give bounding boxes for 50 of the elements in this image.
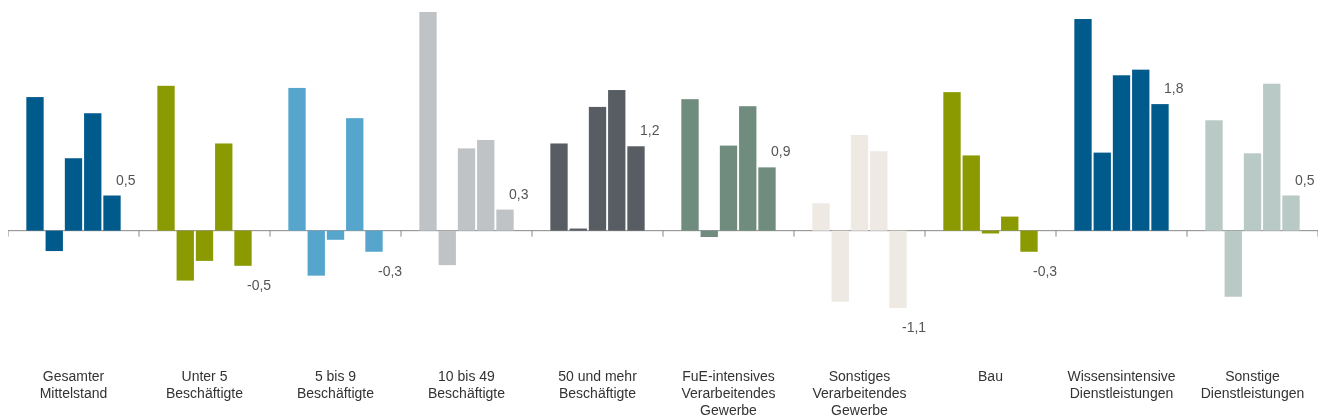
bar [870, 151, 888, 231]
bar [889, 230, 907, 308]
bar [496, 209, 514, 231]
data-label: -0,3 [1033, 262, 1058, 279]
x-tick-label: 5 bis 9 Beschäftigte [296, 368, 375, 401]
x-tick-label: Sonstiges Verarbeitendes Gewerbe [812, 368, 907, 418]
bar [569, 228, 587, 231]
bar [550, 143, 568, 231]
x-tick-label: 10 bis 49 Beschäftigte [427, 368, 506, 401]
data-label: 0,9 [771, 143, 791, 160]
bar [1224, 230, 1242, 297]
bar [850, 135, 869, 231]
data-label: -1,1 [902, 319, 927, 335]
x-tick-label: Wissensintensive Dienstleistungen [1067, 368, 1176, 401]
bar [1263, 83, 1281, 231]
bar [477, 139, 495, 231]
bar [457, 148, 476, 231]
data-label: 0,5 [1295, 171, 1315, 188]
bar [681, 99, 699, 231]
bar [307, 230, 325, 276]
bar [588, 106, 607, 231]
x-tick-label: Gesamter Mittelstand [39, 368, 108, 401]
bar [1282, 195, 1300, 231]
bar [365, 230, 383, 252]
data-label: -0,3 [378, 262, 403, 279]
data-label: 0,5 [116, 171, 136, 188]
data-label: 0,3 [509, 185, 529, 202]
bar [758, 167, 776, 231]
bar [1243, 153, 1262, 231]
bar [831, 230, 849, 302]
bar [1205, 120, 1223, 231]
bar [719, 145, 738, 231]
bar [627, 146, 645, 231]
x-tick-label: Unter 5 Beschäftigte [165, 368, 244, 401]
data-label: 1,8 [1164, 80, 1184, 97]
bar [326, 230, 345, 240]
data-label: -0,5 [247, 276, 272, 293]
x-tick-label: Sonstige Dienstleistungen [1200, 368, 1305, 401]
x-tick-label: 50 und mehr Beschäftigte [558, 368, 638, 401]
bar [438, 230, 456, 266]
bar [700, 230, 718, 237]
bar [419, 12, 437, 231]
bar [739, 106, 757, 231]
data-label: 1,2 [640, 122, 660, 139]
bar [288, 87, 306, 231]
bar [812, 203, 830, 231]
bar [608, 90, 626, 231]
x-tick-label: Bau [978, 368, 1003, 384]
x-tick-label: FuE-intensives Verarbeitendes Gewerbe [681, 368, 776, 418]
bar [346, 118, 364, 231]
